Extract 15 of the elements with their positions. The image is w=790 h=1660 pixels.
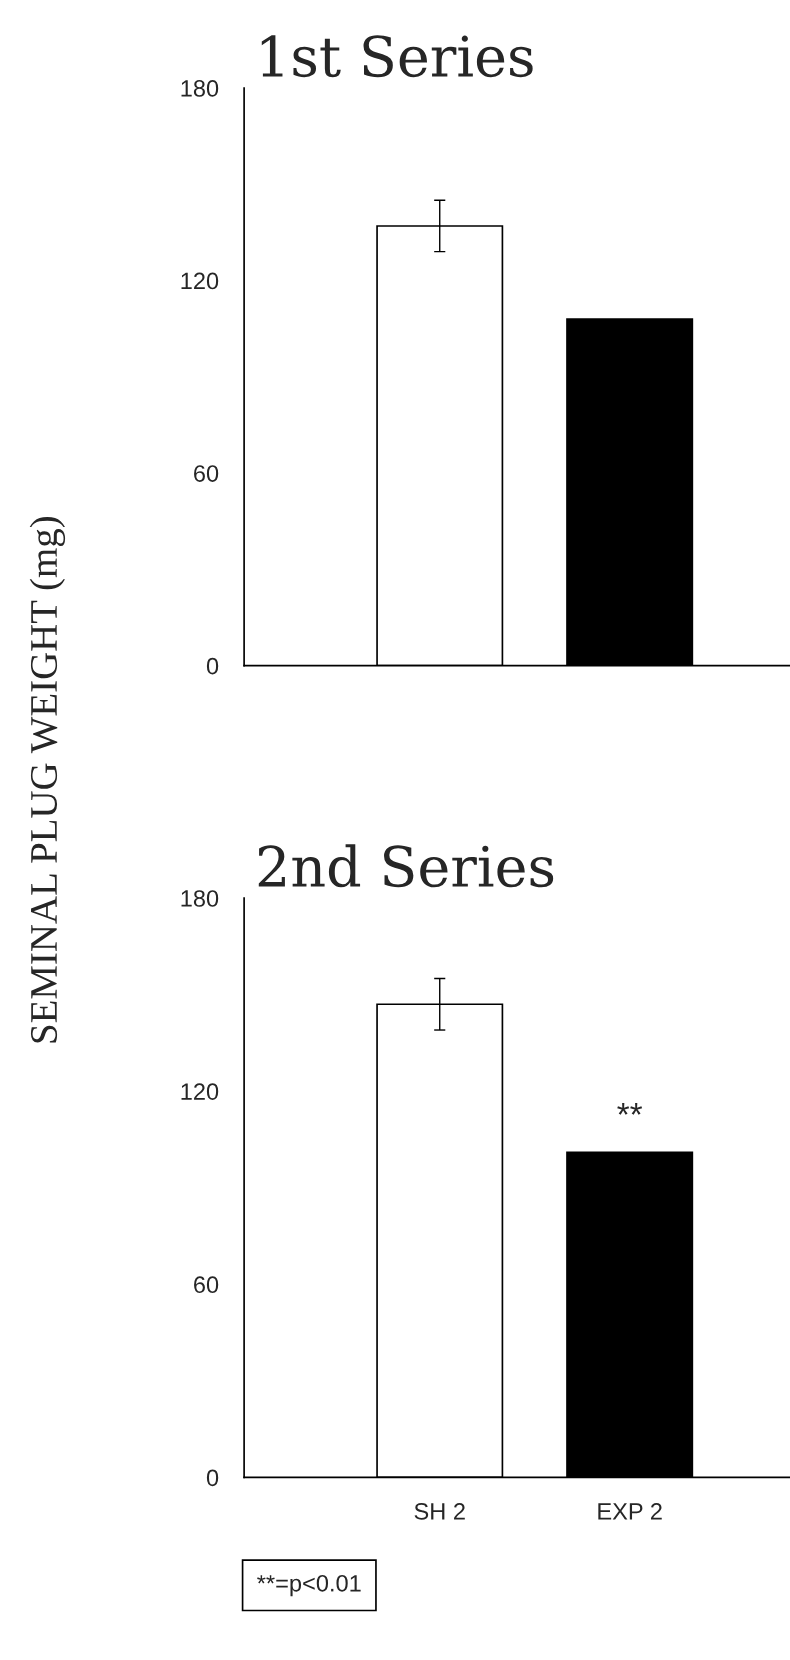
x-tick-label: EXP 2: [598, 1503, 662, 1520]
y-tick-label: 120: [181, 1083, 219, 1100]
y-axis-title: SEMINAL PLUG WEIGHT (mg): [29, 517, 66, 1043]
y-tick-label: 60: [194, 1276, 219, 1294]
y-tick-label: 0: [206, 657, 219, 675]
y-tick-label: 180: [181, 890, 219, 907]
y-tick-label: 60: [194, 465, 219, 482]
y-tick-label: 0: [206, 1469, 219, 1487]
y-tick-label: 120: [181, 272, 219, 290]
x-tick-label: SH 2: [414, 1503, 465, 1520]
y-tick-label: 180: [181, 80, 219, 97]
text: **=p<0.01: [257, 1574, 361, 1597]
annotation: **: [617, 1103, 643, 1115]
chart-title: 1st Series: [261, 35, 533, 78]
chart-title: 2nd Series: [258, 844, 554, 888]
